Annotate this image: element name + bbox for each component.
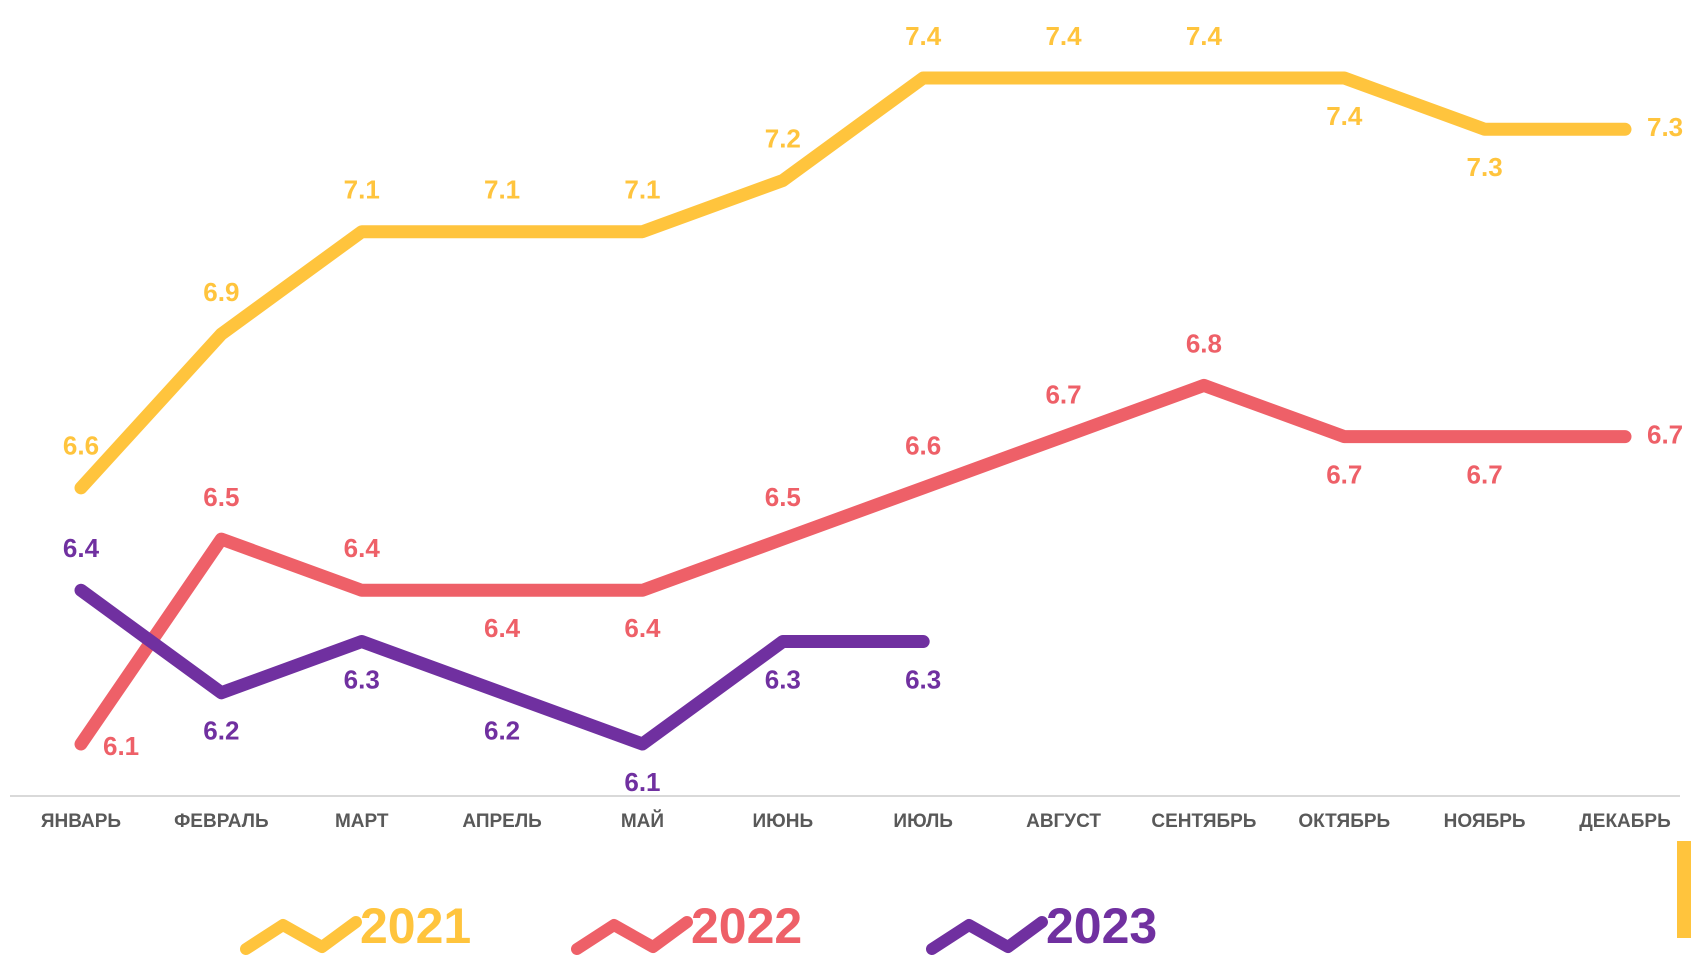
x-tick-label: ФЕВРАЛЬ [174, 811, 269, 832]
legend-label: 2023 [1046, 898, 1157, 954]
data-label: 6.1 [103, 731, 139, 761]
data-label: 7.4 [1045, 21, 1082, 51]
line-series [74, 71, 1632, 495]
data-label: 6.2 [484, 716, 520, 746]
legend-icon [240, 916, 362, 955]
x-tick-label: АПРЕЛЬ [462, 811, 541, 832]
data-label: 6.4 [624, 613, 661, 643]
data-label: 6.6 [905, 431, 941, 461]
data-label: 6.3 [905, 664, 941, 694]
x-tick-label: ИЮНЬ [752, 811, 813, 832]
data-label: 7.4 [1326, 101, 1363, 131]
legend-icon [571, 916, 693, 955]
data-label: 6.3 [765, 664, 801, 694]
x-tick-label: МАРТ [335, 811, 389, 832]
legend-icon [926, 916, 1048, 955]
data-label: 6.7 [1467, 459, 1503, 489]
line-series [74, 378, 1632, 751]
data-label: 7.2 [765, 123, 801, 153]
data-label: 6.5 [203, 482, 239, 512]
x-tick-label: МАЙ [621, 810, 664, 832]
data-label: 6.7 [1326, 459, 1362, 489]
data-label: 6.4 [63, 533, 100, 563]
data-label: 6.1 [624, 767, 660, 797]
data-label: 6.2 [203, 716, 239, 746]
x-tick-label: ИЮЛЬ [893, 811, 953, 832]
data-label: 6.5 [765, 482, 801, 512]
line-series [74, 583, 930, 751]
data-label: 6.6 [63, 431, 99, 461]
data-label: 6.9 [203, 277, 239, 307]
legend-label: 2022 [691, 898, 802, 954]
data-label: 6.4 [344, 533, 381, 563]
x-tick-label: ЯНВАРЬ [41, 811, 121, 832]
data-label: 7.1 [344, 175, 380, 205]
decor-bar [1677, 841, 1691, 938]
data-label: 6.7 [1647, 419, 1683, 449]
data-label: 6.3 [344, 664, 380, 694]
x-tick-label: ОКТЯБРЬ [1298, 811, 1390, 832]
data-label: 7.4 [1186, 21, 1223, 51]
data-label: 7.4 [905, 21, 942, 51]
data-label: 7.3 [1467, 152, 1503, 182]
legend-label: 2021 [360, 898, 471, 954]
data-label: 7.1 [484, 175, 520, 205]
x-tick-label: НОЯБРЬ [1444, 811, 1526, 832]
x-tick-label: СЕНТЯБРЬ [1151, 811, 1256, 832]
data-label: 6.4 [484, 613, 521, 643]
data-label: 7.3 [1647, 112, 1683, 142]
data-label: 6.7 [1045, 379, 1081, 409]
x-tick-label: ДЕКАБРЬ [1579, 811, 1671, 832]
x-tick-label: АВГУСТ [1026, 811, 1101, 832]
data-label: 6.8 [1186, 328, 1222, 358]
data-label: 7.1 [624, 175, 660, 205]
